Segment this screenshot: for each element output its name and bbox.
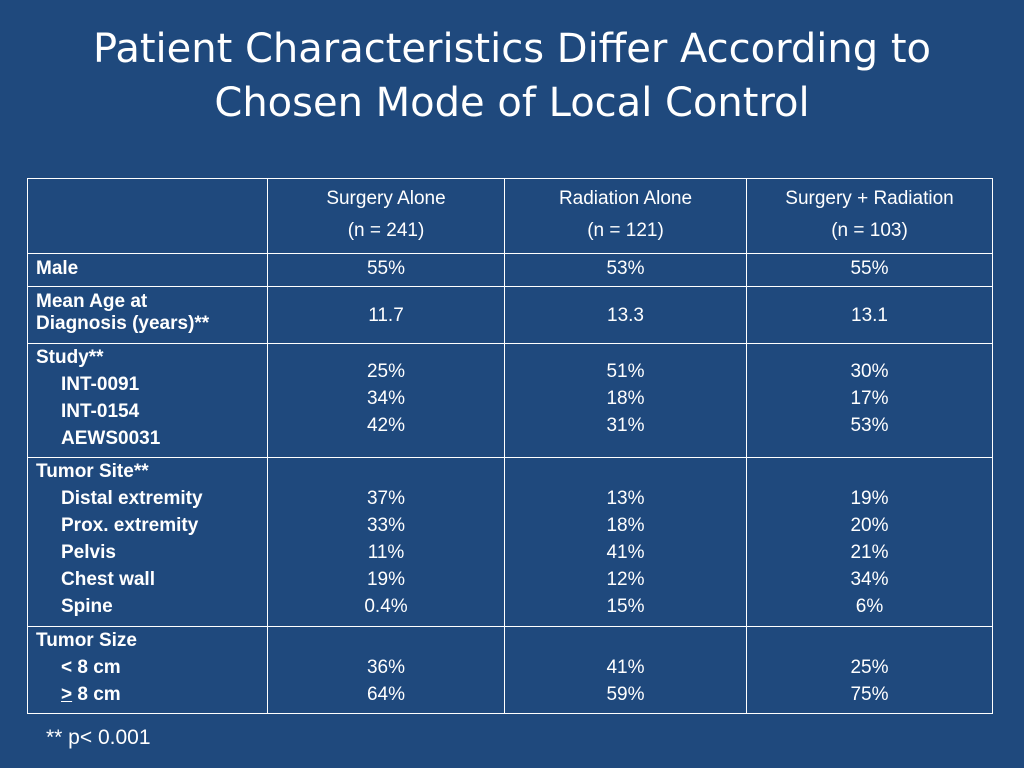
sub-label: AEWS0031 [61,428,161,449]
sub-label: Pelvis [61,542,116,563]
size-text: 8 cm [72,684,121,705]
slide-title-line-1: Patient Characteristics Differ According… [93,26,931,72]
sub-label: Chest wall [61,569,155,590]
cell-values: 25% 34% 42% [267,343,505,458]
cell-value: 34% [850,569,889,590]
sub-label-at-least-8cm: > 8 cm [36,681,267,708]
cell-value: 13% [606,488,645,509]
sub-label: Spine [61,596,113,617]
column-n: (n = 121) [587,220,664,241]
cell-value: 13.1 [746,286,993,344]
column-n: (n = 103) [831,220,908,241]
cell-value: 0.4% [364,596,408,617]
row-mean-age: Mean Age at Diagnosis (years)** 11.7 13.… [27,286,993,344]
sub-label: INT-0091 [61,374,140,395]
cell-value: 30% [850,361,889,382]
cell-value: 42% [366,415,406,436]
cell-value: 11% [367,542,405,563]
size-text: 8 cm [72,657,121,678]
cell-value: 37% [366,488,406,509]
cell-value: 75% [850,684,889,705]
cell-values: 41% 59% [504,626,747,714]
cell-value: 18% [606,515,645,536]
header-surgery-alone: Surgery Alone (n = 241) [267,178,505,254]
cell-value: 15% [606,596,645,617]
cell-values: 30% 17% 53% [746,343,993,458]
group-label: Study** [36,347,104,368]
header-row: Surgery Alone (n = 241) Radiation Alone … [27,178,993,254]
header-blank-cell [27,178,268,254]
row-male: Male 55% 53% 55% [27,253,993,287]
row-label: Tumor Size < 8 cm > 8 cm [27,626,268,714]
sub-label: Prox. extremity [61,515,199,536]
cell-value: 25% [366,361,406,382]
row-tumor-size: Tumor Size < 8 cm > 8 cm 36% 64% 41% 59%… [27,626,993,714]
row-label: Male [27,253,268,287]
cell-values: 13% 18% 41% 12% 15% [504,457,747,627]
cell-value: 17% [850,388,889,409]
cell-value: 36% [366,657,406,678]
cell-value: 19% [850,488,889,509]
row-label: Study** INT-0091 INT-0154 AEWS0031 [27,343,268,458]
cell-value: 55% [746,253,993,287]
column-name: Radiation Alone [558,188,693,209]
group-label: Tumor Site** [36,461,149,482]
cell-value: 51% [606,361,645,382]
cell-value: 21% [850,542,889,563]
slide-title: Patient Characteristics Differ According… [0,22,1024,130]
row-label: Tumor Site** Distal extremity Prox. extr… [27,457,268,627]
cell-value: 20% [850,515,889,536]
cell-value: 25% [850,657,889,678]
cell-values: 37% 33% 11% 19% 0.4% [267,457,505,627]
cell-value: 18% [606,388,645,409]
cell-value: 11.7 [267,286,505,344]
column-n: (n = 241) [347,220,425,241]
footnote: ** p< 0.001 [46,726,151,749]
column-name: Surgery Alone [326,188,446,209]
cell-values: 25% 75% [746,626,993,714]
sub-label: INT-0154 [61,401,140,422]
cell-value: 41% [606,657,645,678]
cell-value: 31% [606,415,645,436]
cell-value: 19% [366,569,406,590]
header-surgery-radiation: Surgery + Radiation (n = 103) [746,178,993,254]
row-study: Study** INT-0091 INT-0154 AEWS0031 25% 3… [27,343,993,458]
cell-values: 51% 18% 31% [504,343,747,458]
cell-value: 53% [504,253,747,287]
cell-values: 36% 64% [267,626,505,714]
greater-equal-symbol: > [61,684,73,705]
sub-label-less-than-8cm: < 8 cm [36,654,267,681]
column-name: Surgery + Radiation [785,188,954,209]
cell-value: 12% [606,569,645,590]
cell-value: 59% [606,684,645,705]
cell-value: 41% [606,542,645,563]
cell-value: 64% [366,684,406,705]
cell-value: 33% [366,515,406,536]
patient-characteristics-table: Surgery Alone (n = 241) Radiation Alone … [27,178,993,714]
cell-value: 53% [850,415,889,436]
row-label-line: Diagnosis (years)** [36,313,210,334]
cell-value: 13.3 [504,286,747,344]
cell-value: 6% [855,596,884,617]
cell-value: 34% [366,388,406,409]
row-label-line: Mean Age at [36,291,148,312]
less-than-symbol: < [61,657,73,678]
group-label: Tumor Size [36,630,137,651]
row-label: Mean Age at Diagnosis (years)** [27,286,268,344]
cell-values: 19% 20% 21% 34% 6% [746,457,993,627]
row-tumor-site: Tumor Site** Distal extremity Prox. extr… [27,457,993,627]
sub-label: Distal extremity [61,488,203,509]
cell-value: 55% [267,253,505,287]
header-radiation-alone: Radiation Alone (n = 121) [504,178,747,254]
slide-title-line-2: Chosen Mode of Local Control [214,80,810,126]
